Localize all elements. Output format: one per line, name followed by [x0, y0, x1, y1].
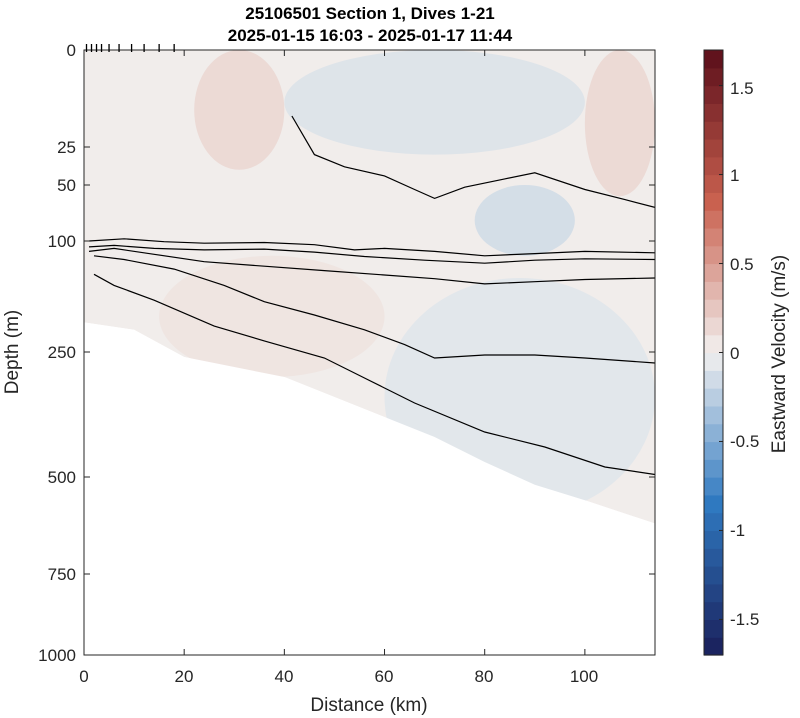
- colorbar-tick-label: 0.5: [730, 255, 754, 274]
- colorbar-tick-label: 0: [730, 344, 739, 363]
- colorbar-swatch: [704, 459, 723, 478]
- contour-line: [93, 273, 655, 476]
- colorbar: [704, 50, 723, 656]
- x-tick-label: 100: [570, 667, 598, 686]
- colorbar-tick-label: 1.5: [730, 79, 754, 98]
- colorbar-swatch: [704, 583, 723, 603]
- colorbar-swatch: [704, 601, 723, 621]
- y-tick-label: 25: [57, 138, 76, 157]
- colorbar-swatch: [704, 388, 723, 407]
- chart-subtitle: 2025-01-15 16:03 - 2025-01-17 11:44: [228, 26, 513, 45]
- y-tick-label: 0: [67, 41, 76, 60]
- chart-title: 25106501 Section 1, Dives 1-21: [245, 4, 495, 23]
- colorbar-tick-label: -0.5: [730, 432, 759, 451]
- contour-line: [88, 244, 655, 264]
- colorbar-tick-label: -1.5: [730, 610, 759, 629]
- colorbar-swatch: [704, 477, 723, 496]
- colorbar-swatch: [704, 316, 723, 336]
- colorbar-swatch: [704, 637, 723, 656]
- colorbar-swatch: [704, 263, 723, 282]
- dive-markers: [85, 44, 175, 52]
- y-axis-label: Depth (m): [2, 310, 23, 394]
- colorbar-swatch: [704, 530, 723, 549]
- colorbar-swatch: [704, 245, 723, 265]
- colorbar-swatch: [704, 334, 723, 354]
- colorbar-swatch: [704, 441, 723, 460]
- colorbar-tick-label: 1: [730, 166, 739, 185]
- colorbar-frame: [703, 49, 724, 656]
- colorbar-label: Eastward Velocity (m/s): [769, 255, 790, 454]
- colorbar-swatch: [704, 174, 723, 193]
- colorbar-swatch: [704, 548, 723, 567]
- velocity-region: [284, 50, 585, 155]
- colorbar-swatch: [704, 299, 723, 318]
- y-tick-label: 100: [48, 232, 76, 251]
- contour-line: [88, 247, 655, 285]
- contour-lines: [88, 115, 655, 476]
- colorbar-swatch: [704, 566, 723, 585]
- colorbar-swatch: [704, 405, 723, 425]
- y-tick-label: 250: [48, 343, 76, 362]
- velocity-region: [159, 255, 385, 377]
- colorbar-swatch: [704, 121, 723, 140]
- x-axis-label: Distance (km): [310, 695, 427, 716]
- velocity-region: [474, 185, 575, 256]
- colorbar-swatch: [704, 67, 723, 87]
- contour-line: [93, 255, 655, 364]
- y-tick-label: 500: [48, 468, 76, 487]
- colorbar-swatch: [704, 85, 723, 104]
- colorbar-swatch: [704, 370, 723, 389]
- velocity-region: [194, 50, 285, 170]
- y-tick-label: 50: [57, 176, 76, 195]
- x-tick-label: 0: [79, 667, 88, 686]
- below-seafloor-mask: [84, 322, 655, 655]
- colorbar-swatch: [704, 192, 723, 211]
- contour-line: [291, 115, 655, 208]
- colorbar-swatch: [704, 156, 723, 176]
- colorbar-tick-label: -1: [730, 521, 745, 540]
- velocity-region: [584, 50, 655, 197]
- colorbar-swatch: [704, 103, 723, 122]
- colorbar-swatch: [704, 352, 723, 371]
- colorbar-swatch: [704, 512, 723, 532]
- colorbar-swatch: [704, 423, 723, 443]
- x-tick-label: 20: [175, 667, 194, 686]
- colorbar-swatch: [704, 227, 723, 247]
- x-tick-label: 40: [275, 667, 294, 686]
- y-tick-label: 750: [48, 565, 76, 584]
- colorbar-swatch: [704, 494, 723, 514]
- colorbar-swatch: [704, 138, 723, 158]
- contour-line: [88, 238, 655, 257]
- x-tick-label: 80: [475, 667, 494, 686]
- velocity-field: [84, 50, 655, 655]
- x-tick-label: 60: [375, 667, 394, 686]
- colorbar-swatch: [704, 50, 723, 69]
- y-tick-label: 1000: [38, 646, 76, 665]
- colorbar-swatch: [704, 210, 723, 229]
- colorbar-swatch: [704, 281, 723, 300]
- colorbar-swatch: [704, 619, 723, 638]
